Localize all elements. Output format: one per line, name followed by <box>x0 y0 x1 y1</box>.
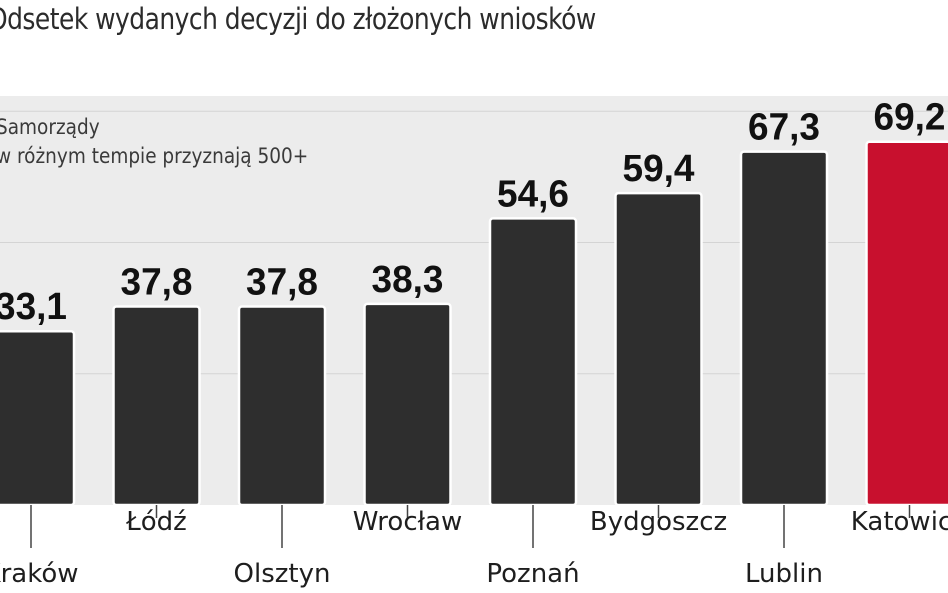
subtitle-line-1: Samorządy <box>0 115 100 139</box>
value-label-bydgoszcz: 59,4 <box>623 148 695 190</box>
category-label-bydgoszcz: Bydgoszcz <box>590 507 727 537</box>
bar-łódź <box>112 305 201 507</box>
subtitle-line-2: w różnym tempie przyznają 500+ <box>0 144 309 168</box>
bar-bydgoszcz <box>614 191 703 507</box>
bar-wrocław <box>363 302 452 507</box>
bar-katowice <box>865 140 948 507</box>
bars: 33,1 37,8 37,8 38,3 54,6 59,4 67,3 69,2 <box>0 97 948 507</box>
value-label-katowice: 69,2 <box>874 97 946 139</box>
category-label-kraków: Kraków <box>0 559 78 589</box>
category-label-lublin: Lublin <box>745 559 823 589</box>
value-label-poznań: 54,6 <box>497 173 569 215</box>
value-label-wrocław: 38,3 <box>372 259 444 301</box>
category-label-łódź: Łódź <box>125 507 187 537</box>
value-label-kraków: 33,1 <box>0 286 67 328</box>
bar-poznań <box>488 217 578 507</box>
category-label-wrocław: Wrocław <box>353 507 462 537</box>
bar-kraków <box>0 329 76 507</box>
value-label-łódź: 37,8 <box>121 262 193 304</box>
bar-olsztyn <box>237 305 327 507</box>
value-label-lublin: 67,3 <box>748 107 820 149</box>
category-labels: Kraków Łódź Olsztyn Wrocław Poznań Bydgoszcz L… <box>0 505 948 589</box>
chart-subtitle: Samorządy w różnym tempie przyznają 500+ <box>0 113 308 171</box>
value-label-olsztyn: 37,8 <box>246 262 318 304</box>
bar-lublin <box>739 150 829 507</box>
category-label-poznań: Poznań <box>486 559 579 589</box>
category-label-katowice: Katowice <box>851 507 948 537</box>
chart-title: Odsetek wydanych decyzji do złożonych wn… <box>0 2 596 36</box>
category-label-olsztyn: Olsztyn <box>234 559 331 589</box>
